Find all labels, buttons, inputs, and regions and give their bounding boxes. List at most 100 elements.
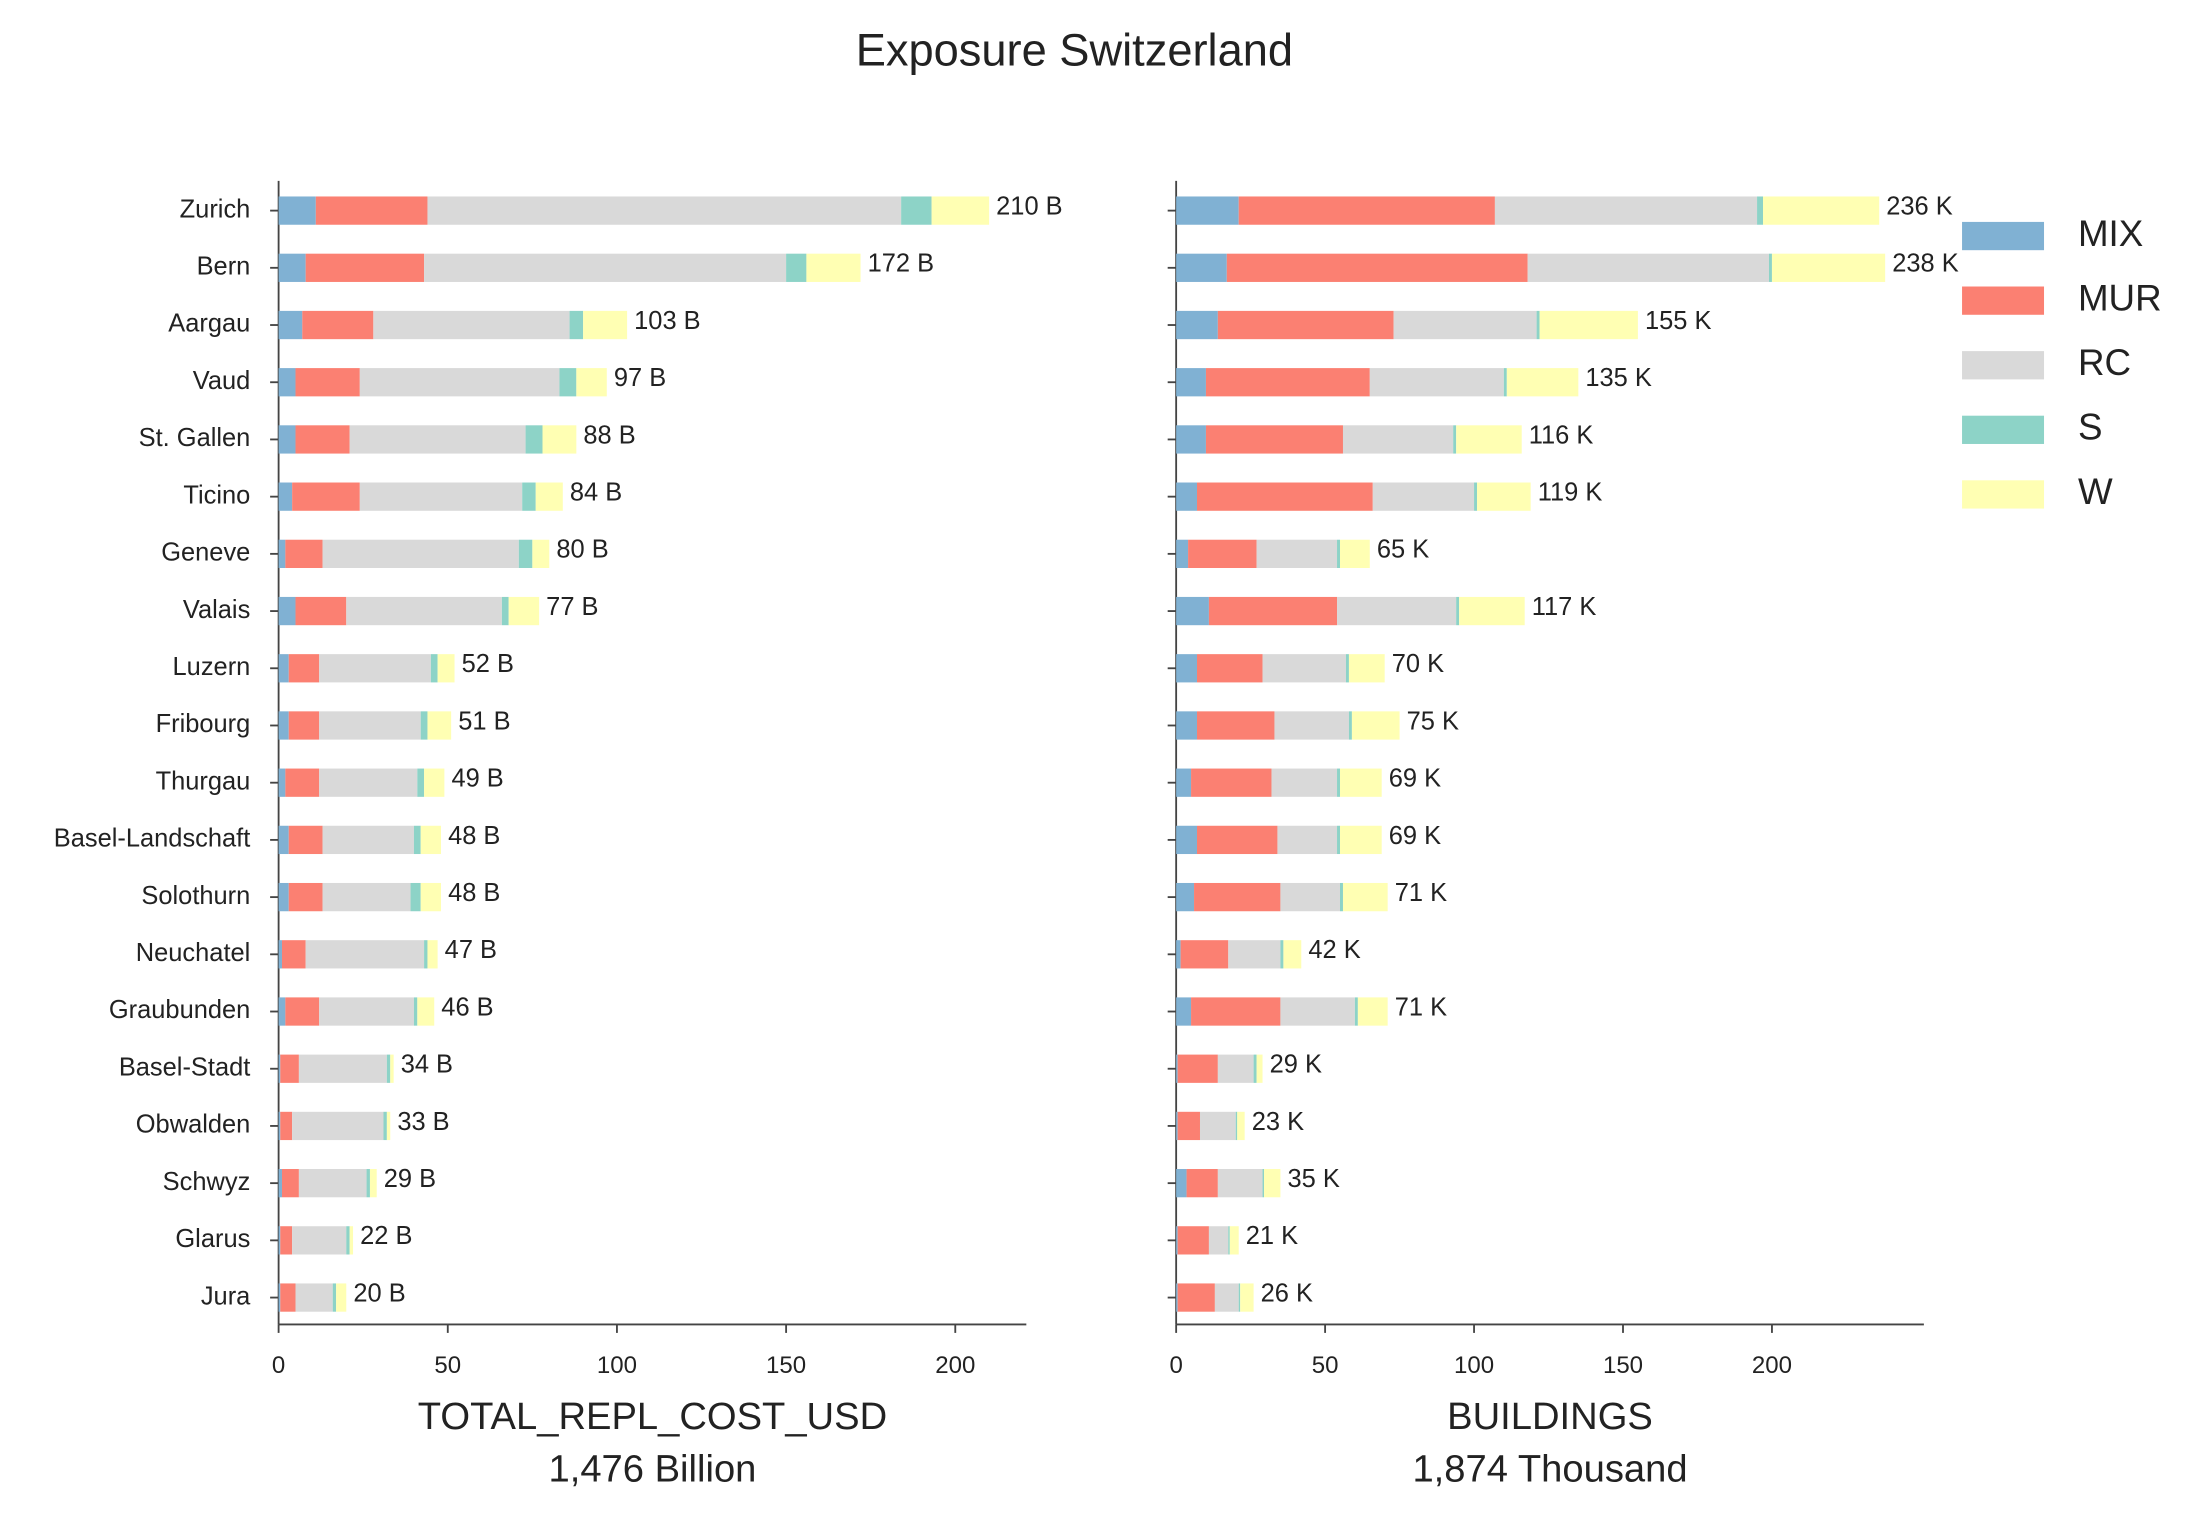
bar-segment — [1197, 654, 1263, 683]
bar-segment — [1372, 482, 1475, 511]
bar-segment — [417, 768, 425, 797]
bar-segment — [1474, 482, 1478, 511]
x-tick-label: 50 — [434, 1352, 461, 1379]
bar-segment — [522, 482, 536, 511]
value-label: 77 B — [546, 593, 598, 621]
value-label: 47 B — [445, 936, 497, 964]
value-label: 119 K — [1538, 479, 1603, 507]
bar-segment — [1197, 482, 1373, 511]
bar-segment — [278, 1111, 281, 1141]
y-tick-label: Valais — [183, 596, 250, 624]
y-tick-label: Fribourg — [156, 710, 251, 738]
value-label: 88 B — [583, 421, 635, 449]
bar-segment — [278, 539, 286, 568]
y-tick-label: Aargau — [168, 310, 250, 338]
bar-segment — [281, 1169, 299, 1198]
bar-segment — [349, 1226, 354, 1255]
bar-segment — [508, 596, 540, 626]
value-label: 103 B — [634, 307, 700, 335]
value-label: 65 K — [1377, 536, 1429, 564]
bar-segment — [427, 196, 902, 225]
value-label: 49 B — [451, 765, 503, 793]
bar-segment — [1237, 1111, 1245, 1141]
bar-segment — [518, 539, 533, 568]
bar-segment — [278, 940, 282, 969]
bar-segment — [1494, 196, 1758, 225]
bar-segment — [319, 654, 431, 683]
bar-segment — [1177, 1226, 1209, 1255]
bar-segment — [1226, 253, 1528, 282]
bar-segment — [1256, 1054, 1263, 1083]
value-label: 71 K — [1395, 879, 1447, 907]
bar-segment — [1176, 997, 1192, 1026]
bar-segment — [1506, 368, 1579, 397]
bar-segment — [417, 997, 435, 1026]
x-tick-label: 0 — [1169, 1352, 1182, 1379]
bar-segment — [295, 596, 347, 626]
bar-segment — [1354, 997, 1358, 1026]
bar-segment — [1277, 825, 1338, 855]
bar-segment — [292, 1226, 347, 1255]
bar-segment — [386, 1111, 391, 1141]
value-label: 48 B — [448, 822, 500, 850]
bar-segment — [1763, 196, 1880, 225]
bar-segment — [278, 1169, 282, 1198]
x-axis-note: 1,476 Billion — [549, 1448, 757, 1491]
bar-segment — [1235, 1111, 1238, 1141]
bar-segment — [1176, 482, 1198, 511]
bar-segment — [1768, 253, 1772, 282]
bar-segment — [1176, 768, 1192, 797]
bar-segment — [278, 596, 296, 626]
legend-swatch — [1962, 480, 2045, 509]
bar-segment — [278, 310, 303, 340]
bar-segment — [413, 825, 421, 855]
y-tick-label: Bern — [197, 253, 251, 281]
bar-segment — [278, 882, 289, 912]
value-label: 26 K — [1261, 1279, 1313, 1307]
value-label: 33 B — [397, 1108, 449, 1136]
value-label: 34 B — [401, 1051, 453, 1079]
bar-segment — [1208, 596, 1338, 626]
y-tick-label: Neuchatel — [136, 939, 251, 967]
bar-segment — [1253, 1054, 1257, 1083]
bar-segment — [278, 482, 293, 511]
bar-segment — [288, 882, 323, 912]
bar-segment — [1280, 882, 1340, 912]
bar-segment — [786, 253, 807, 282]
value-label: 210 B — [996, 192, 1062, 220]
value-label: 52 B — [462, 650, 514, 678]
bar-segment — [424, 253, 787, 282]
x-tick-label: 200 — [935, 1352, 975, 1379]
bar-segment — [359, 482, 523, 511]
bar-segment — [1337, 825, 1340, 855]
bar-segment — [285, 997, 320, 1026]
bar-segment — [1191, 768, 1272, 797]
bar-segment — [1238, 196, 1495, 225]
bar-segment — [1176, 654, 1198, 683]
chart-title: Exposure Switzerland — [856, 25, 1293, 76]
y-tick-label: Geneve — [161, 539, 250, 567]
value-label: 21 K — [1246, 1222, 1298, 1250]
bar-segment — [369, 1169, 377, 1198]
bar-segment — [322, 882, 411, 912]
bar-segment — [280, 1111, 293, 1141]
bar-segment — [437, 654, 455, 683]
bar-segment — [1453, 425, 1457, 454]
bar-segment — [1369, 368, 1504, 397]
y-tick-label: Thurgau — [156, 767, 251, 795]
bar-segment — [525, 425, 543, 454]
bar-segment — [298, 1054, 387, 1083]
bar-segment — [1357, 997, 1388, 1026]
value-label: 29 K — [1270, 1051, 1322, 1079]
bar-segment — [1757, 196, 1764, 225]
bar-segment — [1536, 310, 1540, 340]
bar-segment — [1238, 1283, 1241, 1312]
bar-segment — [1503, 368, 1507, 397]
bar-segment — [1176, 196, 1239, 225]
bar-segment — [420, 882, 442, 912]
bar-segment — [280, 1283, 296, 1312]
bar-segment — [278, 1283, 281, 1312]
bar-segment — [931, 196, 990, 225]
